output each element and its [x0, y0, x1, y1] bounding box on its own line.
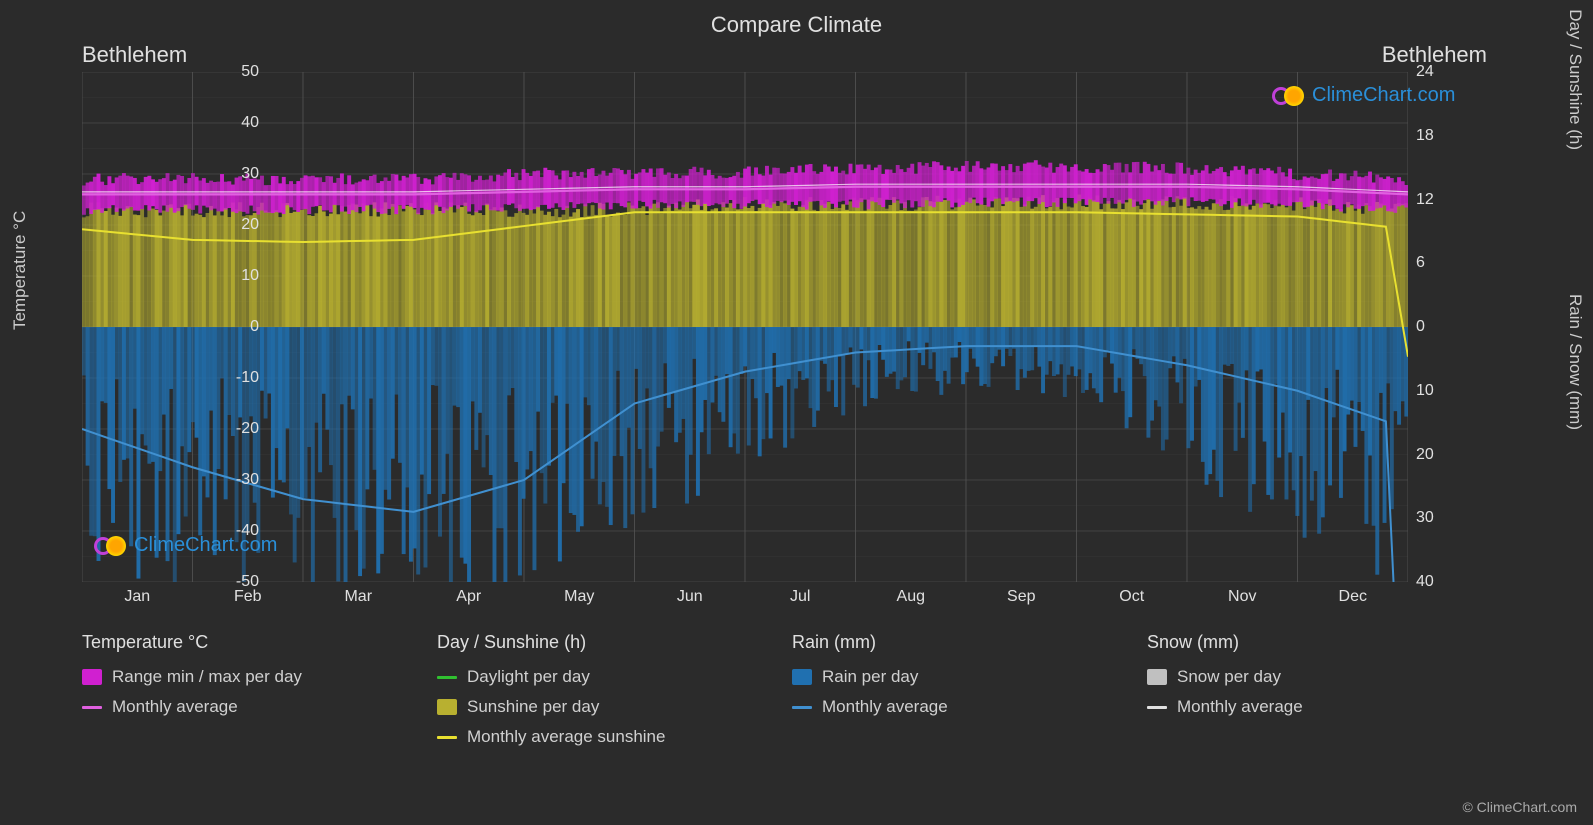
legend-item: Range min / max per day: [82, 667, 437, 687]
x-tick: Aug: [897, 588, 925, 606]
x-tick: Oct: [1119, 588, 1144, 606]
x-tick: Dec: [1339, 588, 1367, 606]
legend-label: Range min / max per day: [112, 667, 302, 687]
location-left: Bethlehem: [82, 42, 187, 68]
y-tick-left: -10: [219, 369, 259, 387]
legend-label: Daylight per day: [467, 667, 590, 687]
legend-label: Monthly average: [112, 697, 238, 717]
location-right: Bethlehem: [1382, 42, 1487, 68]
legend-label: Monthly average: [1177, 697, 1303, 717]
legend-swatch-icon: [1147, 669, 1167, 685]
legend-label: Rain per day: [822, 667, 918, 687]
legend-label: Snow per day: [1177, 667, 1281, 687]
legend-line-icon: [792, 706, 812, 709]
legend-item: Monthly average sunshine: [437, 727, 792, 747]
y-tick-right: 40: [1416, 573, 1434, 591]
legend-label: Monthly average: [822, 697, 948, 717]
legend-item: Rain per day: [792, 667, 1147, 687]
legend-header: Snow (mm): [1147, 632, 1502, 653]
legend-line-icon: [437, 736, 457, 739]
x-tick: Feb: [234, 588, 262, 606]
x-tick: Jan: [124, 588, 150, 606]
y-tick-left: 40: [219, 114, 259, 132]
legend-line-icon: [1147, 706, 1167, 709]
legend-line-icon: [437, 676, 457, 679]
plot-area: [82, 72, 1408, 582]
y-axis-right-top-label: Day / Sunshine (h): [1565, 9, 1585, 150]
legend-item: Monthly average: [792, 697, 1147, 717]
y-tick-right: 10: [1416, 382, 1434, 400]
y-tick-left: 30: [219, 165, 259, 183]
y-tick-left: 0: [219, 318, 259, 336]
legend-header: Day / Sunshine (h): [437, 632, 792, 653]
watermark-text: ClimeChart.com: [1312, 84, 1455, 107]
y-tick-right: 20: [1416, 446, 1434, 464]
legend-column: Temperature °C Range min / max per day Mon…: [82, 632, 437, 757]
y-tick-right: 6: [1416, 254, 1425, 272]
y-tick-right: 30: [1416, 509, 1434, 527]
y-tick-right: 18: [1416, 127, 1434, 145]
legend-item: Snow per day: [1147, 667, 1502, 687]
legend-swatch-icon: [792, 669, 812, 685]
y-tick-left: 10: [219, 267, 259, 285]
legend-item: Monthly average: [82, 697, 437, 717]
legend-column: Snow (mm) Snow per day Monthly average: [1147, 632, 1502, 757]
legend: Temperature °C Range min / max per day Mon…: [82, 632, 1502, 757]
chart-title: Compare Climate: [0, 0, 1593, 38]
legend-column: Day / Sunshine (h) Daylight per day Sunshi…: [437, 632, 792, 757]
x-tick: May: [564, 588, 594, 606]
legend-header: Temperature °C: [82, 632, 437, 653]
x-tick: Sep: [1007, 588, 1035, 606]
legend-header: Rain (mm): [792, 632, 1147, 653]
y-tick-left: 20: [219, 216, 259, 234]
x-tick: Mar: [344, 588, 372, 606]
x-tick: Apr: [456, 588, 481, 606]
legend-item: Sunshine per day: [437, 697, 792, 717]
y-axis-right-bot-label: Rain / Snow (mm): [1565, 294, 1585, 430]
y-tick-left: 50: [219, 63, 259, 81]
y-tick-right: 12: [1416, 191, 1434, 209]
y-tick-left: -30: [219, 471, 259, 489]
legend-item: Monthly average: [1147, 697, 1502, 717]
copyright: © ClimeChart.com: [1462, 799, 1577, 815]
x-tick: Jun: [677, 588, 703, 606]
legend-swatch-icon: [82, 669, 102, 685]
y-tick-right: 24: [1416, 63, 1434, 81]
legend-column: Rain (mm) Rain per day Monthly average: [792, 632, 1147, 757]
legend-label: Sunshine per day: [467, 697, 599, 717]
y-tick-left: -20: [219, 420, 259, 438]
logo-sun-icon: [106, 536, 126, 556]
x-tick: Nov: [1228, 588, 1256, 606]
legend-swatch-icon: [437, 699, 457, 715]
y-axis-left-label: Temperature °C: [10, 211, 30, 330]
x-tick: Jul: [790, 588, 810, 606]
y-tick-right: 0: [1416, 318, 1425, 336]
legend-item: Daylight per day: [437, 667, 792, 687]
legend-line-icon: [82, 706, 102, 709]
watermark-top: ClimeChart.com: [1272, 84, 1455, 107]
legend-label: Monthly average sunshine: [467, 727, 665, 747]
watermark-text: ClimeChart.com: [134, 534, 277, 557]
logo-sun-icon: [1284, 86, 1304, 106]
watermark-bottom: ClimeChart.com: [94, 534, 277, 557]
